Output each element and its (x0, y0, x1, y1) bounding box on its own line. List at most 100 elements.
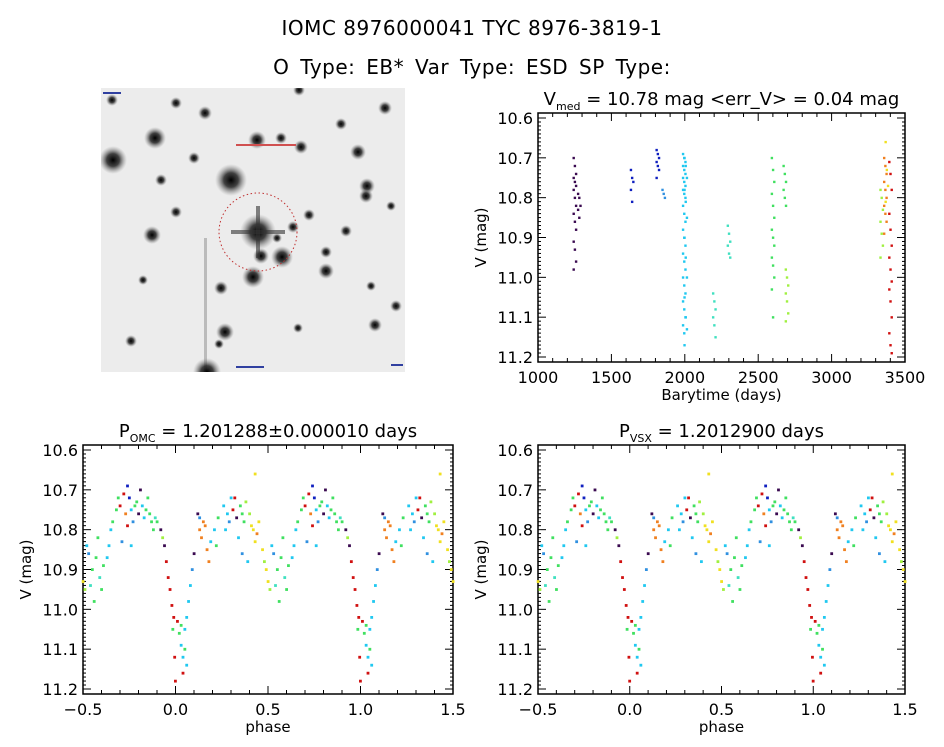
data-point (375, 568, 379, 571)
finding-chart-image (101, 88, 405, 372)
data-point (782, 164, 785, 168)
data-point (837, 536, 841, 540)
data-point (889, 172, 892, 176)
y-tick-label: 10.7 (497, 149, 533, 168)
data-point (411, 512, 414, 516)
data-point (129, 544, 133, 548)
star (320, 246, 332, 258)
data-point (94, 556, 98, 560)
data-point (201, 520, 205, 524)
data-point (181, 671, 185, 675)
x-tick-label: 0.0 (163, 700, 188, 719)
data-point (733, 556, 736, 560)
data-point (890, 352, 893, 355)
data-point (773, 180, 776, 184)
data-point (903, 580, 907, 583)
data-point (852, 544, 856, 548)
data-point (703, 524, 707, 528)
data-point (723, 544, 727, 548)
data-point (263, 560, 266, 564)
data-point (451, 580, 455, 583)
y-tick-label: 11.2 (42, 680, 78, 699)
data-point (725, 552, 729, 556)
data-point (231, 508, 235, 512)
data-point (574, 172, 578, 176)
data-point (274, 584, 277, 587)
star (293, 88, 305, 96)
star (214, 281, 228, 295)
data-point (140, 504, 144, 508)
data-point (383, 528, 387, 532)
data-point (433, 512, 436, 516)
data-point (844, 560, 848, 564)
x-tick-label: 1.5 (892, 700, 917, 719)
data-point (813, 619, 817, 623)
data-point (884, 200, 887, 204)
data-point (694, 552, 698, 556)
data-point (92, 600, 96, 603)
data-point (793, 520, 797, 524)
data-point (684, 196, 687, 200)
data-point (573, 504, 577, 508)
data-point (789, 528, 793, 532)
data-point (828, 568, 832, 571)
data-point (576, 192, 580, 196)
data-point (83, 588, 87, 591)
data-point (783, 196, 787, 200)
data-point (876, 504, 879, 508)
data-point (81, 580, 85, 583)
data-point (885, 220, 888, 223)
data-point (854, 516, 857, 520)
data-point (685, 508, 689, 512)
data-point (296, 520, 300, 524)
data-point (562, 544, 566, 548)
data-point (788, 520, 791, 524)
data-point (573, 164, 577, 168)
data-point (251, 528, 255, 532)
data-point (331, 496, 335, 500)
data-point (826, 584, 830, 587)
data-point (438, 540, 442, 544)
y-tick-label: 10.6 (497, 441, 533, 460)
data-point (773, 216, 776, 219)
data-point (632, 180, 635, 184)
y-tick-label: 10.7 (42, 481, 78, 500)
data-point (578, 512, 582, 516)
data-point (577, 492, 580, 496)
y-tick-label: 10.9 (497, 561, 533, 580)
data-point (655, 176, 658, 180)
star (366, 281, 376, 291)
data-point (629, 168, 633, 172)
data-point (808, 604, 812, 607)
data-point (560, 556, 564, 560)
star (386, 201, 396, 211)
data-point (327, 516, 331, 520)
data-point (155, 520, 159, 524)
data-point (292, 544, 296, 548)
data-point (716, 560, 720, 564)
data-point (890, 188, 893, 192)
data-point (771, 316, 775, 319)
data-point (171, 627, 175, 631)
data-point (85, 544, 89, 548)
data-point (183, 627, 187, 631)
data-point (442, 520, 446, 524)
data-point (574, 204, 578, 208)
data-point (894, 520, 898, 524)
data-point (368, 627, 372, 631)
data-point (835, 528, 839, 532)
data-point (174, 679, 177, 683)
data-point (589, 500, 593, 504)
data-point (659, 548, 663, 552)
data-point (892, 532, 896, 536)
data-point (392, 560, 396, 564)
data-point (622, 588, 626, 591)
data-point (270, 544, 274, 548)
data-point (872, 516, 876, 520)
data-point (135, 500, 139, 504)
data-point (681, 324, 685, 327)
data-point (822, 616, 826, 619)
data-point (287, 564, 290, 568)
bleed-streak (204, 238, 207, 372)
data-point (203, 524, 207, 528)
